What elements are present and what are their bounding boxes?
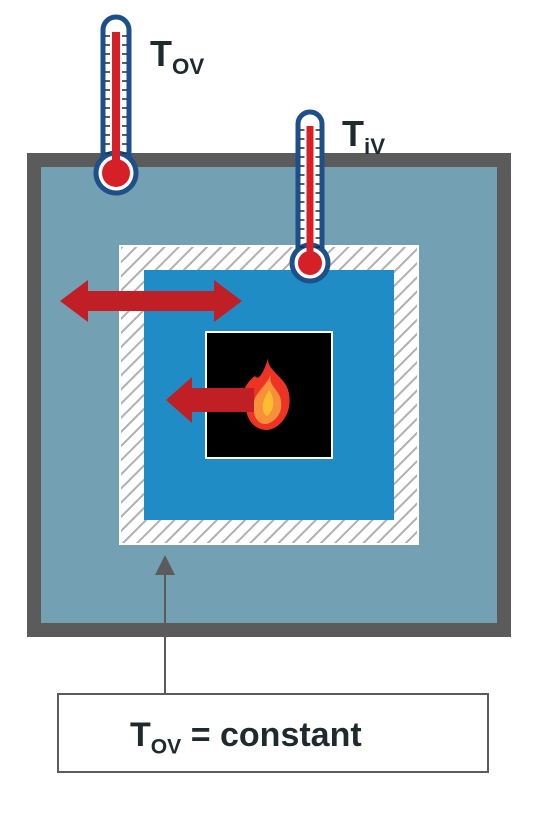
label-t-ov: TOV (150, 33, 204, 79)
label-t-iv: TiV (342, 113, 385, 159)
thermometer-inner-icon (292, 112, 328, 281)
thermometer-outer-icon (96, 17, 136, 193)
diagram-svg: TOV TiV TOV = constant (0, 0, 544, 810)
calorimeter-diagram: TOV TiV TOV = constant (0, 0, 544, 810)
